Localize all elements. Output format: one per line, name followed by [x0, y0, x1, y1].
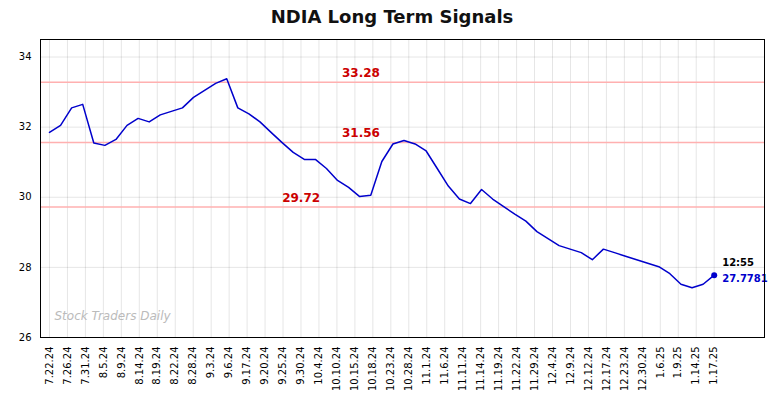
svg-text:30: 30: [19, 191, 32, 202]
svg-text:8.14.24: 8.14.24: [134, 347, 145, 385]
svg-text:29.72: 29.72: [282, 191, 320, 205]
svg-text:9.30.24: 9.30.24: [295, 347, 306, 385]
svg-text:8.19.24: 8.19.24: [151, 347, 162, 385]
svg-text:7.26.24: 7.26.24: [62, 347, 73, 385]
svg-text:9.20.24: 9.20.24: [259, 347, 270, 385]
svg-text:9.3.24: 9.3.24: [205, 347, 216, 379]
svg-text:12.12.24: 12.12.24: [583, 347, 594, 392]
html-text:NDIA Long Term Signals: NDIA Long Term Signals: [270, 6, 514, 27]
svg-text:10.10.24: 10.10.24: [331, 347, 342, 392]
svg-text:1.14.25: 1.14.25: [690, 347, 701, 385]
svg-text:10.15.24: 10.15.24: [349, 347, 360, 392]
svg-text:12.4.24: 12.4.24: [547, 347, 558, 385]
svg-text:10.4.24: 10.4.24: [313, 347, 324, 385]
svg-text:12.17.24: 12.17.24: [601, 347, 612, 392]
svg-text:32: 32: [19, 121, 32, 132]
svg-text:31.56: 31.56: [342, 126, 380, 140]
svg-text:1.17.25: 1.17.25: [708, 347, 719, 385]
svg-text:10.28.24: 10.28.24: [403, 347, 414, 392]
svg-text:11.14.24: 11.14.24: [475, 347, 486, 392]
svg-text:7.31.24: 7.31.24: [80, 347, 91, 385]
svg-text:9.6.24: 9.6.24: [223, 347, 234, 379]
svg-text:11.19.24: 11.19.24: [493, 347, 504, 392]
svg-text:8.5.24: 8.5.24: [98, 347, 109, 379]
svg-text:11.6.24: 11.6.24: [439, 347, 450, 385]
svg-text:Stock Traders Daily: Stock Traders Daily: [55, 309, 172, 323]
svg-text:11.1.24: 11.1.24: [421, 347, 432, 385]
svg-text:1.9.25: 1.9.25: [672, 347, 683, 379]
svg-text:11.22.24: 11.22.24: [511, 347, 522, 392]
svg-text:7.22.24: 7.22.24: [44, 347, 55, 385]
svg-text:26: 26: [19, 332, 32, 343]
svg-text:9.17.24: 9.17.24: [241, 347, 252, 385]
svg-text:12.9.24: 12.9.24: [565, 347, 576, 385]
svg-text:33.28: 33.28: [342, 66, 380, 80]
svg-text:10.23.24: 10.23.24: [385, 347, 396, 392]
svg-text:10.18.24: 10.18.24: [367, 347, 378, 392]
svg-text:8.28.24: 8.28.24: [187, 347, 198, 385]
svg-text:9.25.24: 9.25.24: [277, 347, 288, 385]
svg-text:34: 34: [19, 51, 32, 62]
svg-text:11.11.24: 11.11.24: [457, 347, 468, 392]
svg-text:8.22.24: 8.22.24: [169, 347, 180, 385]
svg-text:12.23.24: 12.23.24: [619, 347, 630, 392]
svg-text:28: 28: [19, 262, 32, 273]
svg-text:1.6.25: 1.6.25: [655, 347, 666, 379]
svg-text:8.9.24: 8.9.24: [116, 347, 127, 379]
svg-text:12.30.24: 12.30.24: [637, 347, 648, 392]
svg-text:27.7781: 27.7781: [722, 273, 768, 284]
svg-text:11.29.24: 11.29.24: [529, 347, 540, 392]
svg-text:12:55: 12:55: [722, 257, 754, 268]
